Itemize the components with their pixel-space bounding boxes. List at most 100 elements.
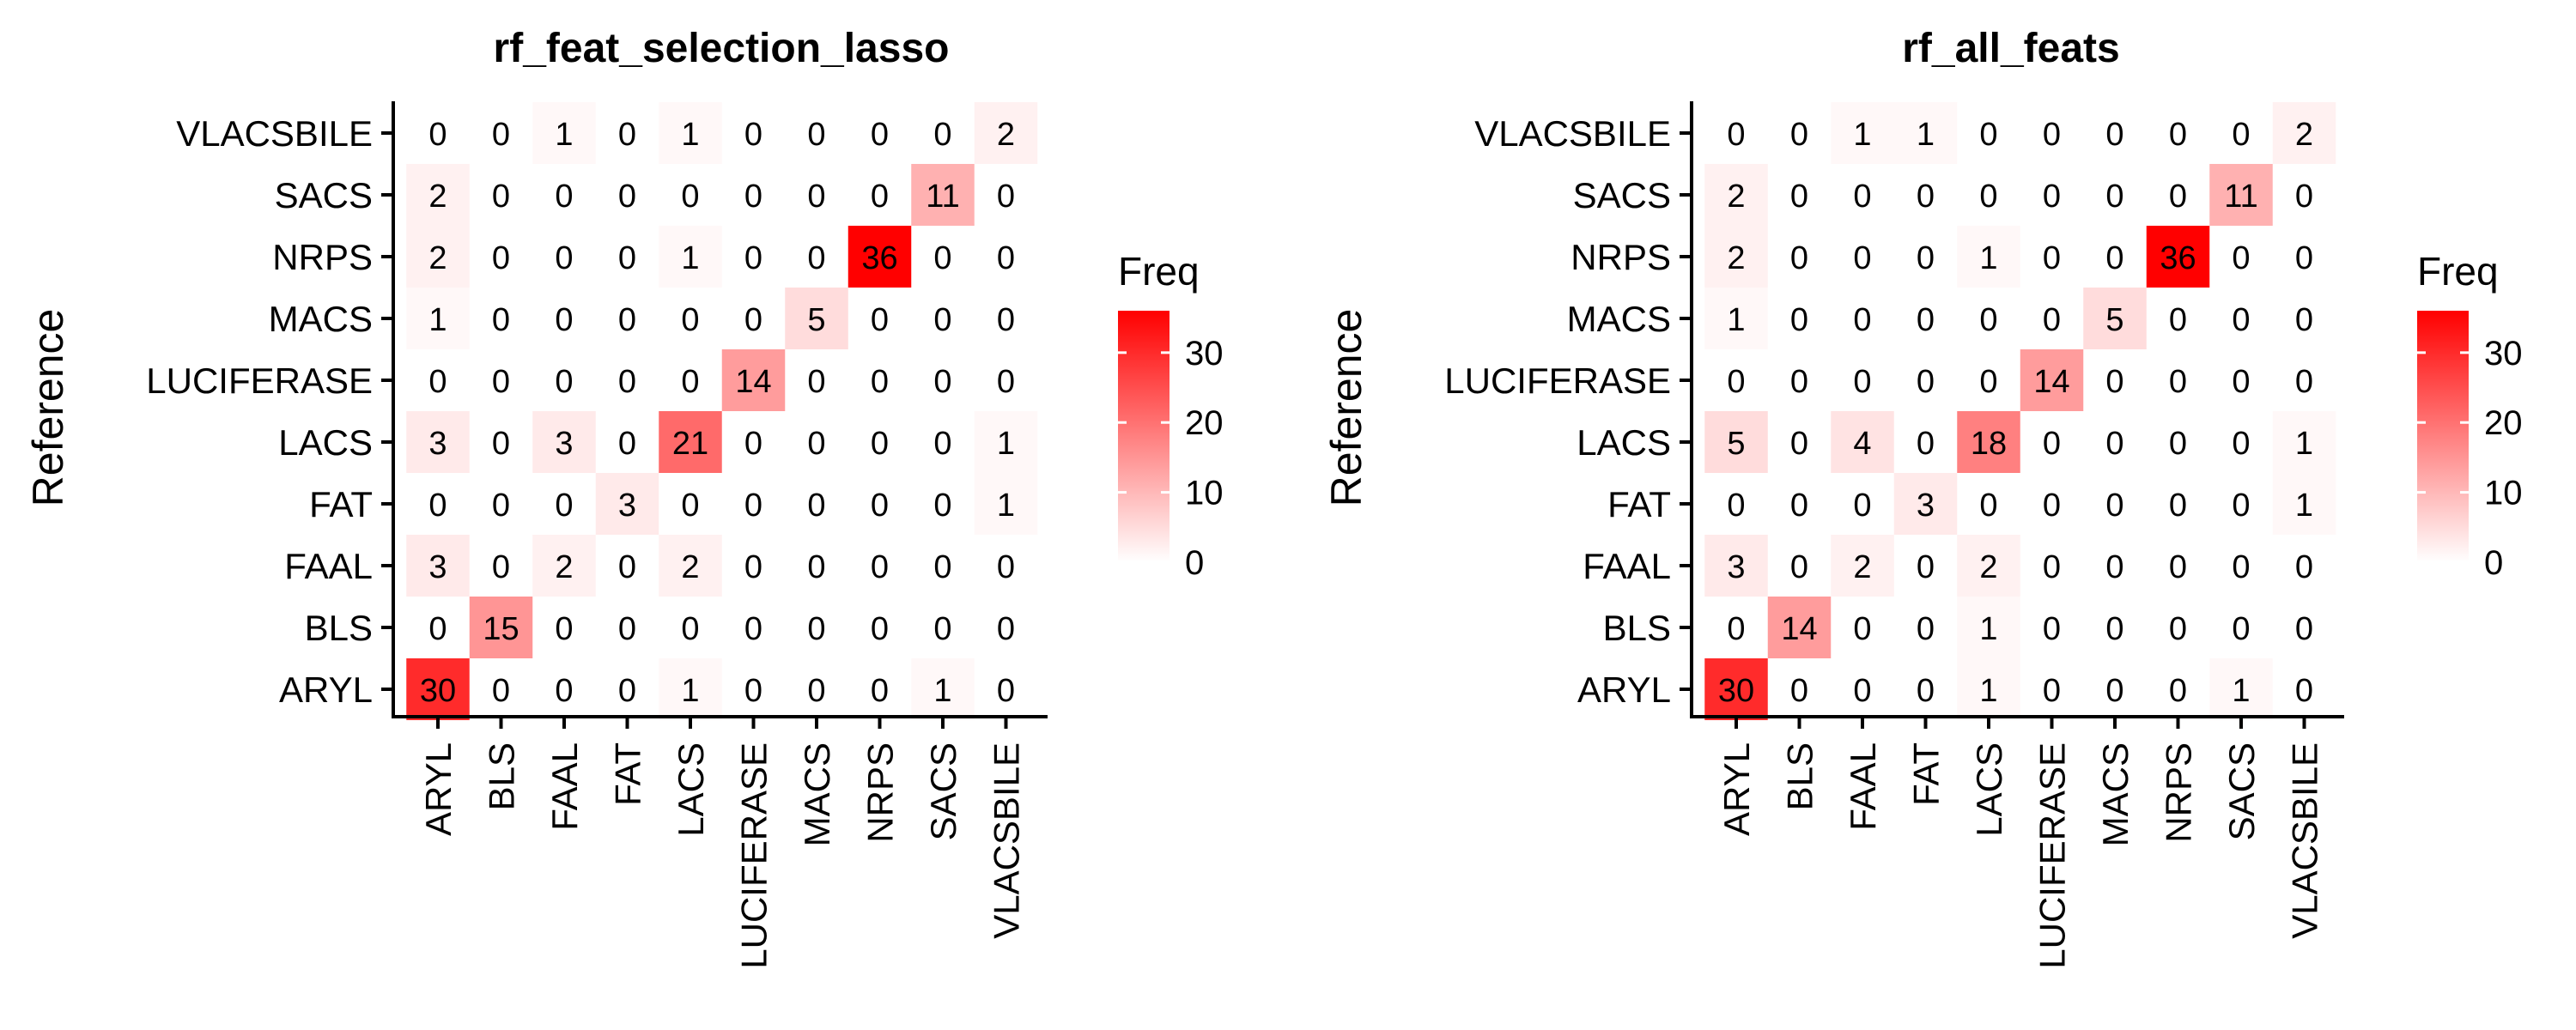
- cell-value-label: 0: [428, 611, 447, 647]
- cell-value-label: 0: [618, 302, 636, 338]
- cell-value-label: 0: [2232, 611, 2250, 647]
- heatmap-cell: [2272, 473, 2336, 535]
- cell-value-label: 0: [428, 117, 447, 153]
- cell-value-label: 0: [1917, 549, 1935, 585]
- legend-tick-label: 0: [1185, 544, 1204, 582]
- heatmap-cell: [406, 658, 470, 720]
- cell-value-label: 0: [807, 117, 825, 153]
- x-tick-label: BLS: [482, 742, 522, 810]
- y-tick-label: FAT: [309, 484, 373, 524]
- cell-value-label: 0: [2232, 426, 2250, 462]
- cell-value-label: 2: [1853, 549, 1871, 585]
- heatmap-cell: [532, 411, 596, 473]
- heatmap-cell: [911, 164, 975, 226]
- cell-value-label: 0: [681, 364, 699, 400]
- cell-value-label: 0: [997, 240, 1015, 276]
- cell-value-label: 0: [492, 549, 510, 585]
- cell-value-label: 0: [618, 611, 636, 647]
- cell-value-label: 0: [1727, 611, 1745, 647]
- y-tick-label: VLACSBILE: [1474, 113, 1671, 154]
- cell-value-label: 0: [1790, 179, 1808, 215]
- cell-value-label: 0: [2295, 549, 2313, 585]
- x-tick-label: LUCIFERASE: [2032, 742, 2073, 969]
- x-tick-label: FAT: [608, 742, 648, 806]
- cell-value-label: 0: [492, 302, 510, 338]
- cell-value-label: 0: [2043, 488, 2061, 524]
- heatmap-cell: [406, 411, 470, 473]
- cell-value-label: 0: [2295, 611, 2313, 647]
- cell-value-label: 0: [618, 179, 636, 215]
- cell-value-label: 0: [1727, 117, 1745, 153]
- cell-value-label: 14: [735, 364, 771, 400]
- cell-value-label: 0: [1790, 488, 1808, 524]
- y-tick-label: LACS: [278, 422, 373, 463]
- cell-value-label: 1: [2295, 426, 2313, 462]
- cell-value-label: 0: [2105, 426, 2123, 462]
- cell-value-label: 0: [618, 364, 636, 400]
- cell-value-label: 21: [672, 426, 708, 462]
- cell-value-label: 1: [681, 117, 699, 153]
- cell-value-label: 0: [2232, 302, 2250, 338]
- cell-value-label: 0: [1790, 549, 1808, 585]
- cell-value-label: 1: [1979, 611, 1997, 647]
- cell-value-label: 0: [2105, 179, 2123, 215]
- y-axis-title: Reference: [24, 309, 72, 507]
- x-tick-label: FAAL: [1843, 742, 1883, 831]
- x-tick-label: SACS: [2221, 742, 2262, 840]
- heatmap-cell: [974, 411, 1038, 473]
- heatmap-cell: [911, 658, 975, 720]
- legend-tick-label: 20: [2484, 404, 2523, 442]
- cell-value-label: 0: [1917, 302, 1935, 338]
- cell-value-label: 0: [933, 364, 951, 400]
- cell-value-label: 0: [2295, 240, 2313, 276]
- heatmap-cell: [2020, 349, 2084, 411]
- heatmap-cell: [974, 102, 1038, 164]
- cell-value-label: 0: [1979, 179, 1997, 215]
- heatmap-cell: [721, 349, 786, 411]
- heatmap-cell: [1704, 226, 1768, 288]
- cell-value-label: 0: [2105, 488, 2123, 524]
- heatmap-cell: [2146, 226, 2210, 288]
- cell-value-label: 0: [618, 117, 636, 153]
- cell-value-label: 0: [871, 611, 889, 647]
- legend-colorbar: [2417, 311, 2469, 562]
- cell-value-label: 0: [1790, 240, 1808, 276]
- cell-value-label: 0: [1979, 364, 1997, 400]
- cell-value-label: 0: [1790, 364, 1808, 400]
- cell-value-label: 0: [681, 611, 699, 647]
- heatmap-cell: [1893, 473, 1958, 535]
- heatmap-cell: [595, 473, 659, 535]
- cell-value-label: 30: [1718, 673, 1754, 709]
- cell-value-label: 0: [1790, 117, 1808, 153]
- heatmap-cell: [1767, 597, 1832, 658]
- cell-value-label: 0: [492, 240, 510, 276]
- cell-value-label: 0: [1853, 611, 1871, 647]
- y-tick-label: LUCIFERASE: [1444, 360, 1671, 401]
- legend-tick-label: 20: [1185, 404, 1224, 442]
- cell-value-label: 0: [2043, 302, 2061, 338]
- heatmap-cell: [532, 535, 596, 597]
- cell-value-label: 0: [871, 426, 889, 462]
- cell-value-label: 2: [428, 240, 447, 276]
- legend-colorbar: [1118, 311, 1170, 562]
- cell-value-label: 0: [997, 364, 1015, 400]
- cell-value-label: 0: [555, 611, 573, 647]
- cell-value-label: 36: [2160, 240, 2196, 276]
- cell-value-label: 0: [2105, 611, 2123, 647]
- cell-value-label: 0: [681, 302, 699, 338]
- heatmap-cell: [659, 411, 722, 473]
- heatmap-cell: [659, 226, 722, 288]
- cell-value-label: 0: [744, 549, 762, 585]
- x-tick-label: MACS: [2095, 742, 2136, 846]
- cell-value-label: 0: [997, 549, 1015, 585]
- cell-value-label: 0: [618, 673, 636, 709]
- cell-value-label: 2: [555, 549, 573, 585]
- cell-value-label: 0: [1853, 179, 1871, 215]
- cell-value-label: 1: [1853, 117, 1871, 153]
- heatmap-cell: [785, 288, 848, 349]
- cell-value-label: 0: [2295, 673, 2313, 709]
- cell-value-label: 0: [2169, 611, 2187, 647]
- cell-value-label: 0: [1853, 302, 1871, 338]
- x-tick-label: SACS: [923, 742, 963, 840]
- x-tick-label: VLACSBILE: [987, 742, 1027, 939]
